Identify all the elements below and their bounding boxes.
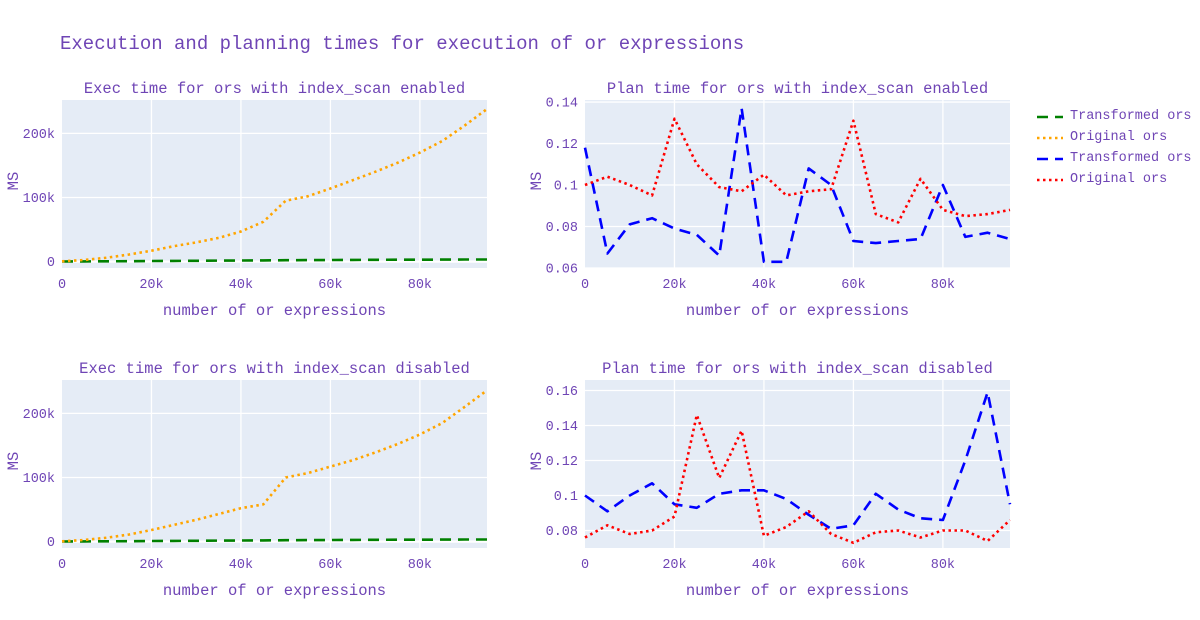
- plot-area: 0 20k 40k 60k 80k 0 100k 200k: [23, 380, 488, 573]
- series-line-original-ors: [584, 117, 1011, 224]
- x-tick-label: 0: [581, 558, 589, 573]
- x-tick-label: 40k: [229, 558, 253, 573]
- y-tick-label: 0.14: [546, 420, 578, 435]
- subplot-exec-enabled: Exec time for ors with index_scan enable…: [0, 60, 520, 340]
- subplot-plan-enabled: Plan time for ors with index_scan enable…: [500, 60, 1020, 340]
- legend-label: Transformed ors: [1070, 151, 1192, 166]
- x-tick-label: 60k: [318, 558, 342, 573]
- y-tick-label: 0.08: [546, 525, 578, 540]
- x-tick-label: 20k: [662, 558, 686, 573]
- plot-area: 0 20k 40k 60k 80k 0.08 0.1 0.12 0.14 0.16: [546, 380, 1012, 573]
- legend-line-sample: [1037, 157, 1063, 160]
- chart-title: Execution and planning times for executi…: [60, 33, 745, 55]
- x-axis-title: number of or expressions: [162, 302, 387, 320]
- subplot-title: Exec time for ors with index_scan enable…: [83, 80, 466, 98]
- legend-line-sample: [1037, 115, 1063, 118]
- legend-item-original-exec[interactable]: Original ors: [1036, 127, 1192, 148]
- x-tick-label: 80k: [408, 278, 432, 293]
- y-tick-label: 0.06: [546, 263, 578, 278]
- x-tick-label: 60k: [318, 278, 342, 293]
- x-axis-title: number of or expressions: [685, 302, 910, 320]
- legend-label: Original ors: [1070, 172, 1168, 187]
- x-tick-label: 20k: [139, 558, 163, 573]
- legend-item-transformed-exec[interactable]: Transformed ors: [1036, 106, 1192, 127]
- x-tick-label: 40k: [752, 278, 776, 293]
- y-tick-label: 0: [47, 536, 55, 551]
- x-tick-label: 20k: [139, 278, 163, 293]
- subplot-title: Plan time for ors with index_scan enable…: [606, 80, 989, 98]
- x-axis-title: number of or expressions: [162, 582, 387, 600]
- x-axis-title: number of or expressions: [685, 582, 910, 600]
- legend-item-transformed-plan[interactable]: Transformed ors: [1036, 148, 1192, 169]
- x-tick-label: 40k: [752, 558, 776, 573]
- plot-area: 0 20k 40k 60k 80k 0 100k 200k: [23, 100, 488, 293]
- x-tick-label: 20k: [662, 278, 686, 293]
- x-tick-label: 60k: [841, 558, 865, 573]
- y-tick-label: 200k: [23, 408, 55, 423]
- subplot-plan-disabled: Plan time for ors with index_scan disabl…: [500, 340, 1020, 620]
- series-line-transformed-ors: [583, 107, 1011, 264]
- y-tick-label: 0.12: [546, 138, 578, 153]
- y-tick-label: 100k: [23, 192, 55, 207]
- legend-item-original-plan[interactable]: Original ors: [1036, 169, 1192, 190]
- y-tick-label: 100k: [23, 472, 55, 487]
- x-tick-label: 40k: [229, 278, 253, 293]
- y-tick-label: 0.14: [546, 97, 578, 112]
- legend-line-sample: [1037, 178, 1063, 181]
- subplot-title: Exec time for ors with index_scan disabl…: [79, 360, 470, 378]
- series-line-original-ors: [61, 389, 488, 543]
- y-tick-label: 0.16: [546, 385, 578, 400]
- y-tick-label: 0.1: [554, 490, 578, 505]
- legend-label: Original ors: [1070, 130, 1168, 145]
- plot-background: [62, 100, 487, 268]
- x-tick-label: 80k: [931, 558, 955, 573]
- y-tick-label: 0.12: [546, 455, 578, 470]
- series-line-transformed-ors: [584, 391, 1012, 531]
- x-tick-label: 80k: [931, 278, 955, 293]
- subplot-exec-disabled: Exec time for ors with index_scan disabl…: [0, 340, 520, 620]
- x-tick-label: 80k: [408, 558, 432, 573]
- plot-background: [585, 380, 1010, 548]
- x-tick-label: 0: [581, 278, 589, 293]
- legend: Transformed ors Original ors Transformed…: [1036, 106, 1192, 190]
- x-tick-label: 60k: [841, 278, 865, 293]
- plot-area: 0 20k 40k 60k 80k 0.06 0.08 0.1 0.12 0.14: [546, 97, 1011, 293]
- y-tick-label: 200k: [23, 128, 55, 143]
- y-tick-label: 0.08: [546, 221, 578, 236]
- x-tick-label: 0: [58, 558, 66, 573]
- legend-line-sample: [1037, 136, 1063, 139]
- subplot-title: Plan time for ors with index_scan disabl…: [602, 360, 993, 378]
- x-tick-label: 0: [58, 278, 66, 293]
- y-tick-label: 0.1: [554, 180, 578, 195]
- legend-label: Transformed ors: [1070, 109, 1192, 124]
- plot-background: [585, 100, 1010, 268]
- figure: { "title": "Execution and planning times…: [0, 33, 1192, 600]
- plot-background: [62, 380, 487, 548]
- y-tick-label: 0: [47, 256, 55, 271]
